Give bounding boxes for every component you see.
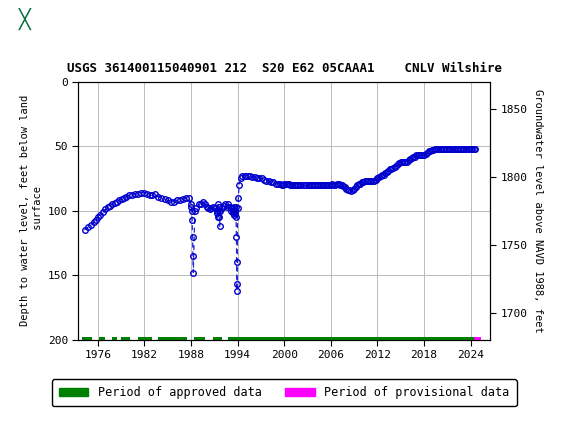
Bar bbox=[82, 338, 92, 341]
Bar bbox=[3, 3, 46, 36]
Text: USGS: USGS bbox=[67, 10, 122, 28]
Bar bbox=[194, 338, 205, 341]
Title: USGS 361400115040901 212  S20 E62 05CAAA1    CNLV Wilshire: USGS 361400115040901 212 S20 E62 05CAAA1… bbox=[67, 62, 502, 75]
Y-axis label: Groundwater level above NAVD 1988, feet: Groundwater level above NAVD 1988, feet bbox=[533, 89, 543, 332]
Bar bbox=[112, 338, 117, 341]
Text: ╳: ╳ bbox=[19, 8, 31, 31]
Bar bbox=[213, 338, 222, 341]
Bar bbox=[138, 338, 152, 341]
Bar bbox=[474, 338, 481, 341]
Legend: Period of approved data, Period of provisional data: Period of approved data, Period of provi… bbox=[52, 379, 517, 406]
Bar bbox=[99, 338, 106, 341]
Bar bbox=[158, 338, 187, 341]
Bar bbox=[121, 338, 130, 341]
Bar bbox=[229, 338, 474, 341]
Y-axis label: Depth to water level, feet below land
 surface: Depth to water level, feet below land su… bbox=[20, 95, 44, 326]
